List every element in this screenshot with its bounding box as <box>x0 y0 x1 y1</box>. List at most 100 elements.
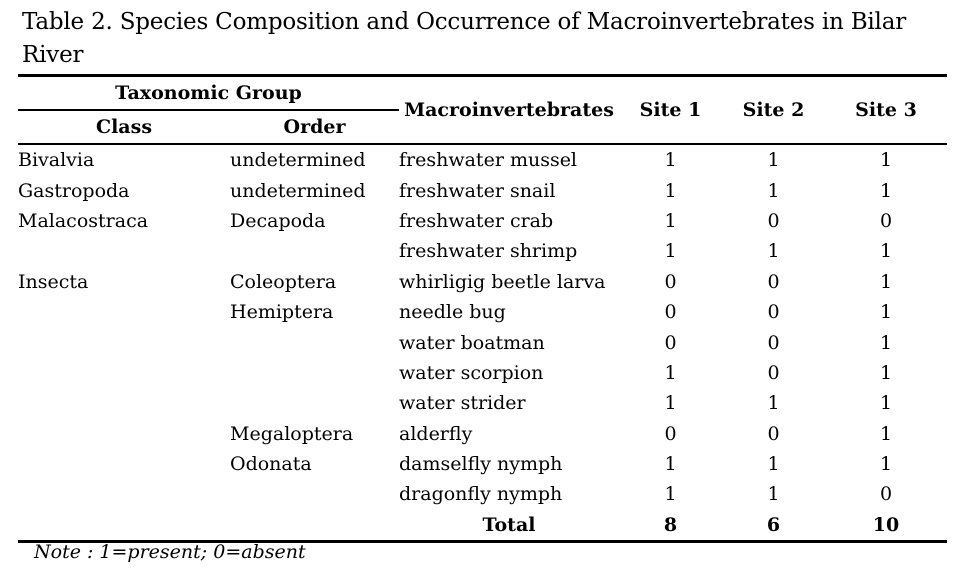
table-row: water boatman 0 0 1 <box>18 327 947 357</box>
cell-site1: 1 <box>664 209 677 232</box>
cell-macroinvertebrate: water strider <box>399 392 526 415</box>
cell-site1: 1 <box>664 240 677 263</box>
cell-site3: 1 <box>879 392 893 415</box>
cell-site1: 1 <box>664 453 677 476</box>
cell-site1: 0 <box>664 270 677 293</box>
cell-site2: 1 <box>767 240 780 263</box>
cell-site3: 1 <box>879 240 893 263</box>
cell-site2: 1 <box>722 142 825 176</box>
cell-class: Malacostraca <box>18 209 149 232</box>
table-row: Odonata damselfly nymph 1 1 1 <box>18 449 947 479</box>
cell-class <box>18 297 230 327</box>
cell-site1: 1 <box>619 142 722 176</box>
cell-macroinvertebrate: freshwater crab <box>399 209 554 232</box>
cell-site2: 0 <box>767 361 780 384</box>
order-header: Order <box>283 116 346 138</box>
cell-class: Bivalvia <box>18 142 230 176</box>
cell-class: Gastropoda <box>18 179 130 202</box>
table-caption: Table 2. Species Composition and Occurre… <box>22 9 907 68</box>
total-label: Total <box>399 509 619 543</box>
cell-site1: 0 <box>664 301 677 324</box>
cell-site3: 1 <box>879 361 893 384</box>
cell-site3: 0 <box>879 209 893 232</box>
table-row: water strider 1 1 1 <box>18 388 947 418</box>
cell-site2: 0 <box>767 270 780 293</box>
table-row: Hemiptera needle bug 0 0 1 <box>18 297 947 327</box>
site2-header: Site 2 <box>742 99 805 121</box>
cell-order: Decapoda <box>230 209 326 232</box>
table-row: Megaloptera alderfly 0 0 1 <box>18 419 947 449</box>
cell-macroinvertebrate: water boatman <box>399 331 545 354</box>
cell-macroinvertebrate: alderfly <box>399 422 473 445</box>
cell-site3: 1 <box>879 179 893 202</box>
table-row: water scorpion 1 0 1 <box>18 358 947 388</box>
cell-site3: 1 <box>879 270 893 293</box>
cell-site3: 1 <box>879 301 893 324</box>
cell-class <box>18 236 230 266</box>
cell-site2: 0 <box>767 301 780 324</box>
species-table: Taxonomic Group Macroinvertebrates Site … <box>18 74 947 543</box>
cell-site2: 0 <box>767 331 780 354</box>
cell-site3: 1 <box>879 453 893 476</box>
cell-macroinvertebrate: whirligig beetle larva <box>399 270 606 293</box>
cell-site2: 0 <box>767 422 780 445</box>
total-spacer <box>18 509 399 543</box>
site1-header: Site 1 <box>639 99 702 121</box>
total-site1: 8 <box>619 509 722 543</box>
cell-class <box>18 479 230 509</box>
total-site2: 6 <box>722 509 825 543</box>
cell-site1: 1 <box>664 179 677 202</box>
cell-site2: 1 <box>767 179 780 202</box>
cell-macroinvertebrate: freshwater mussel <box>399 142 619 176</box>
cell-class <box>18 358 230 388</box>
cell-macroinvertebrate: damselfly nymph <box>399 453 563 476</box>
cell-class: Insecta <box>18 270 89 293</box>
table-row: Insecta Coleoptera whirligig beetle larva 0… <box>18 267 947 297</box>
cell-site3: 1 <box>825 142 947 176</box>
cell-macroinvertebrate: needle bug <box>399 301 506 324</box>
macroinvertebrates-header: Macroinvertebrates <box>404 99 614 121</box>
cell-macroinvertebrate: freshwater snail <box>399 179 556 202</box>
cell-order <box>230 236 399 266</box>
table-note: Note : 1=present; 0=absent <box>34 541 306 563</box>
table-row: dragonfly nymph 1 1 0 <box>18 479 947 509</box>
cell-site1: 1 <box>664 361 677 384</box>
cell-site1: 0 <box>664 331 677 354</box>
class-header: Class <box>95 116 153 138</box>
table-row: Bivalvia undetermined freshwater mussel 1 1 1 <box>18 142 947 176</box>
cell-class <box>18 388 230 418</box>
cell-site3: 1 <box>879 422 893 445</box>
cell-site2: 1 <box>767 392 780 415</box>
cell-order: Megaloptera <box>230 422 354 445</box>
table-body: Bivalvia undetermined freshwater mussel 1 1 1… <box>18 142 947 543</box>
site3-header: Site 3 <box>855 99 917 121</box>
cell-site1: 1 <box>664 483 677 506</box>
cell-order <box>230 358 399 388</box>
cell-order <box>230 388 399 418</box>
cell-class <box>18 449 230 479</box>
cell-site2: 1 <box>767 453 780 476</box>
table-row: Gastropoda undetermined freshwater snail 1 1… <box>18 175 947 205</box>
cell-class <box>18 327 230 357</box>
cell-order <box>230 327 399 357</box>
cell-macroinvertebrate: dragonfly nymph <box>399 483 563 506</box>
cell-macroinvertebrate: freshwater shrimp <box>399 240 578 263</box>
table-row: freshwater shrimp 1 1 1 <box>18 236 947 266</box>
total-site3: 10 <box>825 509 947 543</box>
total-row: Total 8 6 10 <box>18 509 947 543</box>
table-row: Malacostraca Decapoda freshwater crab 1 0 0 <box>18 206 947 236</box>
cell-order: undetermined <box>230 179 366 202</box>
cell-site1: 0 <box>664 422 677 445</box>
cell-order: undetermined <box>230 142 399 176</box>
cell-class <box>18 419 230 449</box>
cell-order <box>230 479 399 509</box>
cell-order: Hemiptera <box>230 301 334 324</box>
cell-macroinvertebrate: water scorpion <box>399 361 544 384</box>
cell-order: Coleoptera <box>230 270 337 293</box>
cell-site2: 0 <box>767 209 780 232</box>
cell-site3: 0 <box>879 483 893 506</box>
cell-order: Odonata <box>230 453 312 476</box>
cell-site3: 1 <box>879 331 893 354</box>
cell-site1: 1 <box>664 392 677 415</box>
taxonomic-group-header: Taxonomic Group <box>18 75 399 111</box>
